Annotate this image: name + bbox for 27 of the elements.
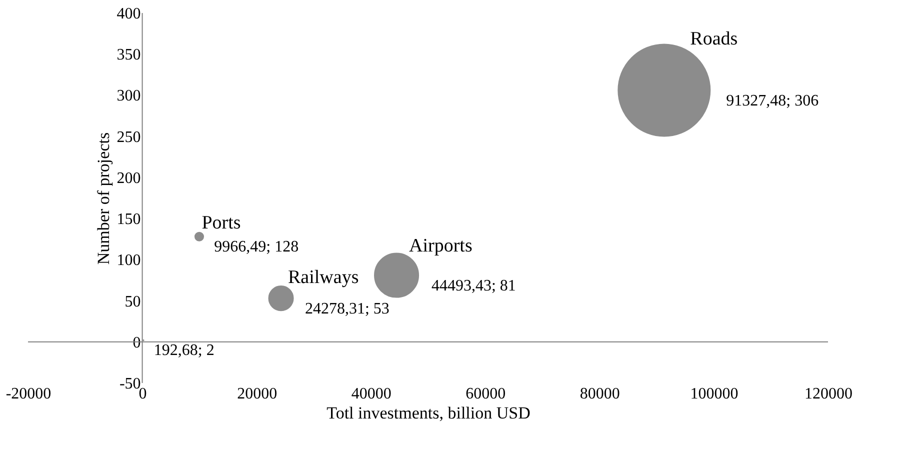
y-tick-label: 100 [116,252,141,270]
x-tick-label: 120000 [804,386,852,402]
data-label: 91327,48; 306 [726,92,819,110]
y-tick-label: 350 [116,46,141,64]
x-tick-label: 100000 [690,386,738,402]
x-tick-label: -20000 [6,386,52,402]
y-tick-label: -50 [119,376,141,392]
y-tick-label: 300 [116,88,141,105]
y-tick-label: 150 [116,211,141,228]
annotation: Ports [202,212,241,234]
data-label: 44493,43; 81 [431,277,516,294]
x-tick-label: 20000 [237,386,278,402]
data-label: 9966,49; 128 [214,238,299,256]
y-axis-title: Number of projects [94,132,113,265]
annotation: Railways [288,267,359,288]
x-tick-label: 80000 [580,386,620,402]
data-label: 24278,31; 53 [304,300,390,318]
annotation: Roads [690,28,738,50]
x-tick-label: 60000 [466,386,506,402]
x-axis-title: Totl investments, billion USD [326,404,530,422]
x-tick-label: 40000 [351,386,392,402]
data-label: 192,68; 2 [154,342,214,360]
y-tick-label: 50 [124,293,141,310]
annotation: Airports [409,235,472,256]
y-tick-label: 400 [116,6,141,22]
y-tick-label: 200 [116,170,141,187]
y-tick-label: 250 [116,128,141,146]
